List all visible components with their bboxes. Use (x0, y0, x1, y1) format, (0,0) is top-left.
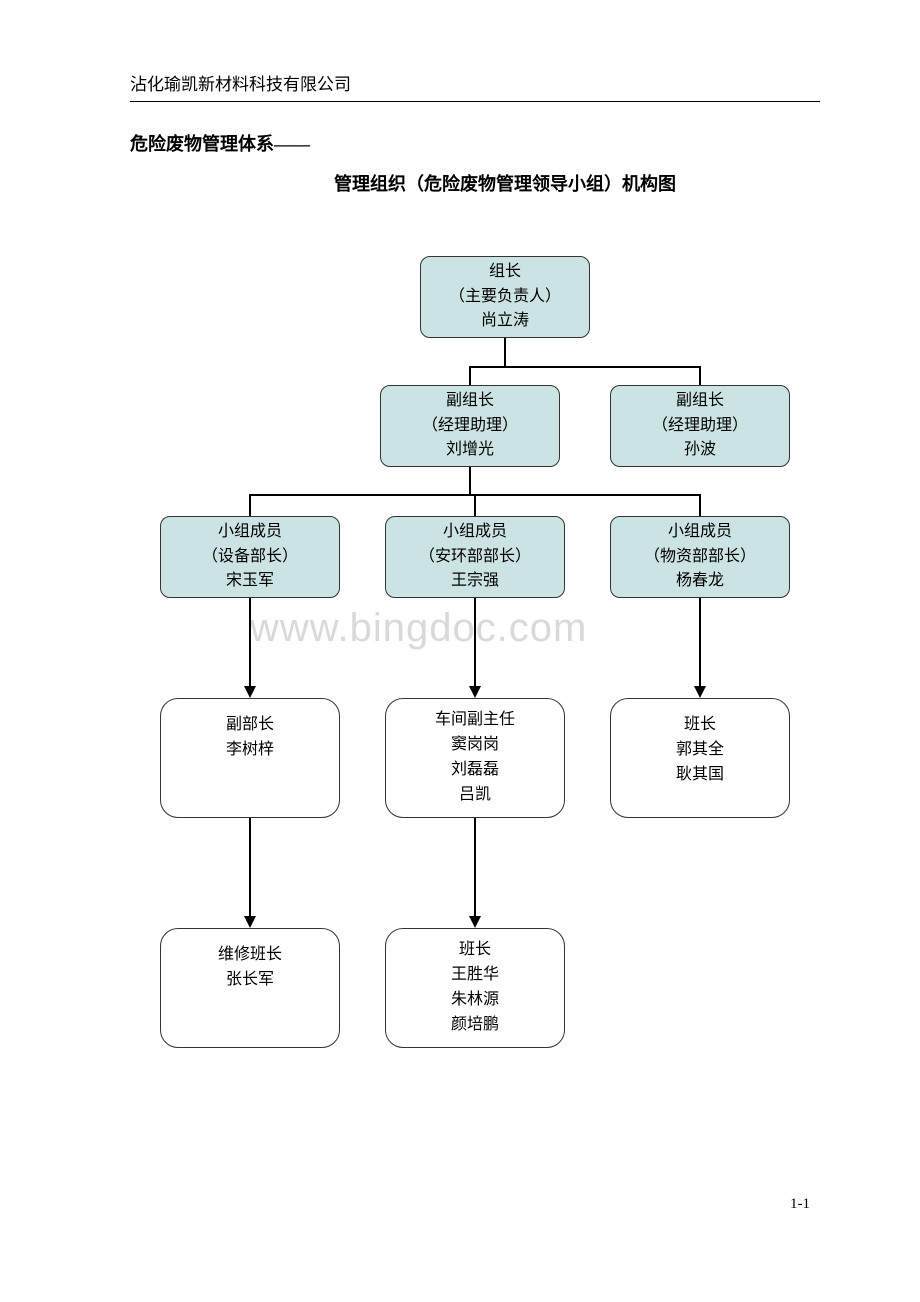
node-line: 吕凯 (459, 783, 491, 808)
node-line: 张长军 (226, 968, 274, 993)
node-line: 班长 (459, 938, 491, 963)
node-role: 小组成员 (218, 520, 282, 545)
node-name: 杨春龙 (676, 569, 724, 594)
org-chart: www.bingdoc.com 组长 （主要负责人） (120, 256, 820, 1156)
node-line: 窦岗岗 (451, 733, 499, 758)
node-member-1: 小组成员 （设备部长） 宋玉军 (160, 516, 340, 598)
node-line: 颜培鹏 (451, 1013, 499, 1038)
arrow-icon (469, 916, 481, 928)
node-line: 刘磊磊 (451, 758, 499, 783)
node-role: 小组成员 (668, 520, 732, 545)
connector (474, 598, 476, 686)
node-sub-1: 副部长 李树梓 (160, 698, 340, 818)
node-subtitle: （物资部部长） (644, 545, 756, 570)
node-line: 耿其国 (676, 763, 724, 788)
connector (699, 598, 701, 686)
node-name: 宋玉军 (226, 569, 274, 594)
title-sub: 管理组织（危险废物管理领导小组）机构图 (190, 170, 820, 196)
arrow-icon (694, 686, 706, 698)
node-leader: 组长 （主要负责人） 尚立涛 (420, 256, 590, 338)
node-subtitle: （安环部部长） (419, 545, 531, 570)
connector (469, 366, 471, 385)
node-name: 尚立涛 (481, 309, 529, 334)
node-deputy-1: 副组长 （经理助理） 刘增光 (380, 385, 560, 467)
connector (249, 598, 251, 686)
node-line: 王胜华 (451, 963, 499, 988)
node-sub-5: 班长 王胜华 朱林源 颜培鹏 (385, 928, 565, 1048)
node-role: 副组长 (446, 389, 494, 414)
connector (504, 338, 506, 367)
connector (469, 467, 471, 494)
node-sub-2: 车间副主任 窦岗岗 刘磊磊 吕凯 (385, 698, 565, 818)
arrow-icon (244, 686, 256, 698)
node-subtitle: （主要负责人） (449, 285, 561, 310)
node-role: 副组长 (676, 389, 724, 414)
node-member-2: 小组成员 （安环部部长） 王宗强 (385, 516, 565, 598)
arrow-icon (244, 916, 256, 928)
node-subtitle: （设备部长） (202, 545, 298, 570)
title-main: 危险废物管理体系—— (130, 130, 820, 156)
connector (249, 494, 251, 516)
node-line: 朱林源 (451, 988, 499, 1013)
node-line: 副部长 (226, 713, 274, 738)
node-sub-3: 班长 郭其全 耿其国 (610, 698, 790, 818)
node-line: 车间副主任 (435, 708, 515, 733)
company-header: 沾化瑜凯新材料科技有限公司 (130, 70, 820, 102)
node-deputy-2: 副组长 （经理助理） 孙波 (610, 385, 790, 467)
node-name: 刘增光 (446, 438, 494, 463)
arrow-icon (469, 686, 481, 698)
node-member-3: 小组成员 （物资部部长） 杨春龙 (610, 516, 790, 598)
node-sub-4: 维修班长 张长军 (160, 928, 340, 1048)
node-subtitle: （经理助理） (422, 414, 518, 439)
node-line: 班长 (684, 713, 716, 738)
connector (469, 366, 701, 368)
connector (699, 366, 701, 385)
node-line: 郭其全 (676, 738, 724, 763)
node-name: 王宗强 (451, 569, 499, 594)
connector (699, 494, 701, 516)
node-line: 维修班长 (218, 943, 282, 968)
page-number: 1-1 (130, 1196, 820, 1213)
connector (249, 818, 251, 916)
connector (474, 818, 476, 916)
node-subtitle: （经理助理） (652, 414, 748, 439)
node-name: 孙波 (684, 438, 716, 463)
node-line: 李树梓 (226, 738, 274, 763)
connector (474, 494, 476, 516)
node-role: 组长 (489, 260, 521, 285)
node-role: 小组成员 (443, 520, 507, 545)
watermark: www.bingdoc.com (250, 606, 587, 651)
